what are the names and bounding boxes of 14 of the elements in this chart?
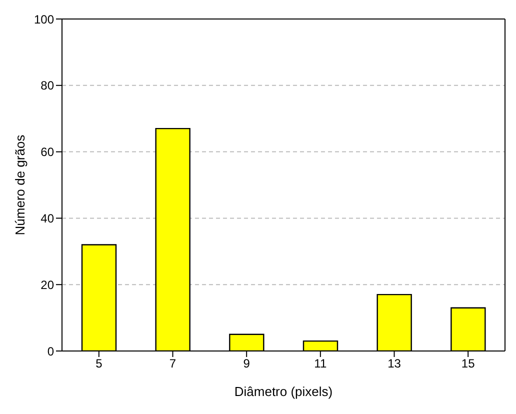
y-tick-label: 80 [40, 78, 54, 93]
y-tick-label: 40 [40, 211, 54, 226]
y-tick-label: 100 [34, 12, 54, 26]
y-tick-label: 0 [47, 344, 54, 358]
x-tick-label: 15 [461, 356, 476, 371]
x-tick-label: 9 [243, 356, 250, 371]
y-tick-label: 60 [40, 145, 54, 160]
x-axis-title: Diâmetro (pixels) [234, 384, 333, 399]
x-tick-label: 11 [314, 356, 327, 371]
x-tick-label: 13 [388, 356, 402, 371]
y-tick-label: 20 [40, 278, 54, 292]
x-tick-label: 5 [96, 356, 103, 371]
y-axis-title: Número de grãos [12, 134, 28, 236]
x-tick-label: 7 [169, 356, 176, 371]
